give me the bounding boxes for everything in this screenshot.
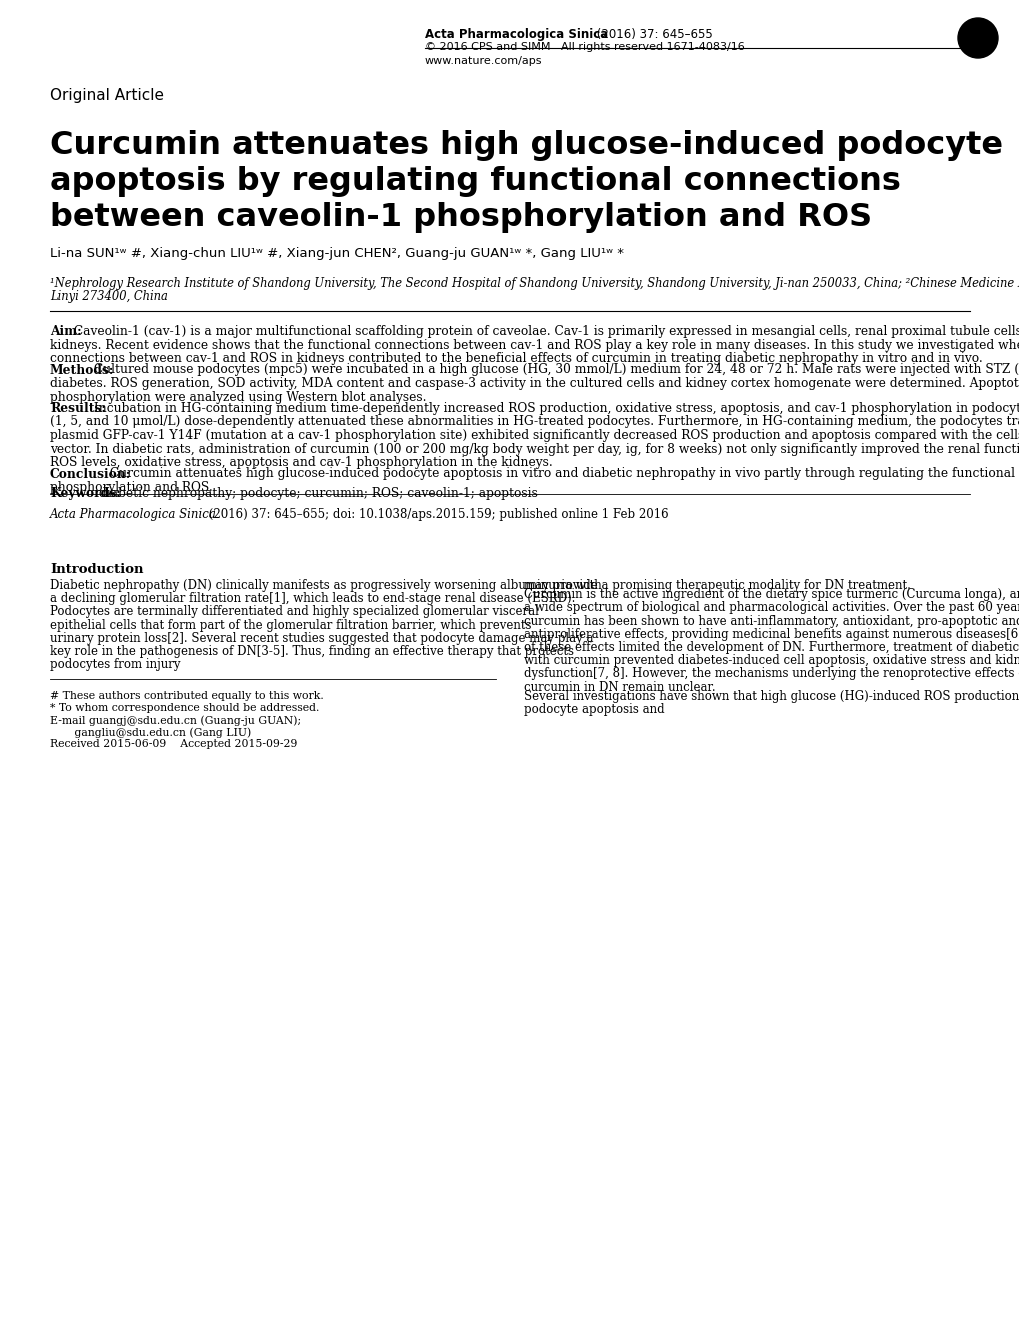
Text: Introduction: Introduction: [50, 563, 144, 575]
Text: urinary protein loss[2]. Several recent studies suggested that podocyte damage m: urinary protein loss[2]. Several recent …: [50, 631, 593, 645]
Text: podocytes from injury: podocytes from injury: [50, 658, 180, 672]
Text: (1, 5, and 10 μmol/L) dose-dependently attenuated these abnormalities in HG-trea: (1, 5, and 10 μmol/L) dose-dependently a…: [50, 415, 1019, 429]
Text: Acta Pharmacologica Sinica: Acta Pharmacologica Sinica: [50, 509, 217, 521]
Text: Linyi 273400, China: Linyi 273400, China: [50, 290, 168, 303]
Text: Curcumin is the active ingredient of the dietary spice turmeric (Curcuma longa),: Curcumin is the active ingredient of the…: [524, 589, 1019, 601]
Text: vector. In diabetic rats, administration of curcumin (100 or 200 mg/kg body weig: vector. In diabetic rats, administration…: [50, 442, 1019, 455]
Text: of these effects limited the development of DN. Furthermore, treatment of diabet: of these effects limited the development…: [524, 641, 1019, 654]
Text: npg: npg: [965, 32, 989, 44]
Text: a declining glomerular filtration rate[1], which leads to end-stage renal diseas: a declining glomerular filtration rate[1…: [50, 593, 575, 605]
Text: Results:: Results:: [50, 402, 106, 415]
Text: © 2016 CPS and SIMM   All rights reserved 1671-4083/16: © 2016 CPS and SIMM All rights reserved …: [425, 41, 744, 52]
Text: podocyte apoptosis and: podocyte apoptosis and: [524, 704, 664, 716]
Text: Several investigations have shown that high glucose (HG)-induced ROS production : Several investigations have shown that h…: [524, 690, 1019, 702]
Text: phosphorylation and ROS.: phosphorylation and ROS.: [50, 481, 213, 494]
Text: phosphorylation were analyzed using Western blot analyses.: phosphorylation were analyzed using West…: [50, 391, 426, 403]
Text: Caveolin-1 (cav-1) is a major multifunctional scaffolding protein of caveolae. C: Caveolin-1 (cav-1) is a major multifunct…: [70, 324, 1019, 338]
Text: Podocytes are terminally differentiated and highly specialized glomerular viscer: Podocytes are terminally differentiated …: [50, 605, 538, 618]
Text: ¹Nephrology Research Institute of Shandong University, The Second Hospital of Sh: ¹Nephrology Research Institute of Shando…: [50, 276, 1019, 290]
Text: with curcumin prevented diabetes-induced cell apoptosis, oxidative stress and ki: with curcumin prevented diabetes-induced…: [524, 654, 1019, 668]
Text: diabetic nephropathy; podocyte; curcumin; ROS; caveolin-1; apoptosis: diabetic nephropathy; podocyte; curcumin…: [96, 486, 538, 499]
Text: between caveolin-1 phosphorylation and ROS: between caveolin-1 phosphorylation and R…: [50, 202, 871, 234]
Circle shape: [957, 17, 997, 57]
Text: # These authors contributed equally to this work.: # These authors contributed equally to t…: [50, 692, 323, 701]
Text: Acta Pharmacologica Sinica: Acta Pharmacologica Sinica: [425, 28, 607, 41]
Text: curcumin in DN remain unclear.: curcumin in DN remain unclear.: [524, 681, 715, 694]
Text: epithelial cells that form part of the glomerular filtration barrier, which prev: epithelial cells that form part of the g…: [50, 618, 531, 631]
Text: antiproliferative effects, providing medicinal benefits against numerous disease: antiproliferative effects, providing med…: [524, 627, 1019, 641]
Text: * To whom correspondence should be addressed.: * To whom correspondence should be addre…: [50, 704, 319, 713]
Text: curcumin has been shown to have anti-inflammatory, antioxidant, pro-apoptotic an: curcumin has been shown to have anti-inf…: [524, 614, 1019, 627]
Text: Aim:: Aim:: [50, 324, 82, 338]
Text: ROS levels, oxidative stress, apoptosis and cav-1 phosphorylation in the kidneys: ROS levels, oxidative stress, apoptosis …: [50, 457, 552, 469]
Text: Keywords:: Keywords:: [50, 486, 120, 499]
Text: E-mail guangj@sdu.edu.cn (Guang-ju GUAN);: E-mail guangj@sdu.edu.cn (Guang-ju GUAN)…: [50, 716, 301, 726]
Text: Curcumin attenuates high glucose-induced podocyte: Curcumin attenuates high glucose-induced…: [50, 129, 1002, 162]
Text: Li-na SUN¹ʷ #, Xiang-chun LIU¹ʷ #, Xiang-jun CHEN², Guang-ju GUAN¹ʷ *, Gang LIU¹: Li-na SUN¹ʷ #, Xiang-chun LIU¹ʷ #, Xiang…: [50, 247, 624, 260]
Text: Received 2015-06-09    Accepted 2015-09-29: Received 2015-06-09 Accepted 2015-09-29: [50, 740, 298, 749]
Text: Original Article: Original Article: [50, 88, 164, 103]
Text: kidneys. Recent evidence shows that the functional connections between cav-1 and: kidneys. Recent evidence shows that the …: [50, 339, 1019, 351]
Text: Cultured mouse podocytes (mpc5) were incubated in a high glucose (HG, 30 mmol/L): Cultured mouse podocytes (mpc5) were inc…: [91, 363, 1019, 376]
Text: gangliu@sdu.edu.cn (Gang LIU): gangliu@sdu.edu.cn (Gang LIU): [50, 728, 251, 738]
Text: plasmid GFP-cav-1 Y14F (mutation at a cav-1 phosphorylation site) exhibited sign: plasmid GFP-cav-1 Y14F (mutation at a ca…: [50, 429, 1019, 442]
Text: a wide spectrum of biological and pharmacological activities. Over the past 60 y: a wide spectrum of biological and pharma…: [524, 601, 1019, 614]
Text: Conclusion:: Conclusion:: [50, 467, 131, 481]
Text: dysfunction[7, 8]. However, the mechanisms underlying the renoprotective effects: dysfunction[7, 8]. However, the mechanis…: [524, 668, 1019, 681]
Text: www.nature.com/aps: www.nature.com/aps: [425, 56, 542, 65]
Text: diabetes. ROS generation, SOD activity, MDA content and caspase-3 activity in th: diabetes. ROS generation, SOD activity, …: [50, 376, 1019, 390]
Text: may provide a promising therapeutic modality for DN treatment.: may provide a promising therapeutic moda…: [524, 579, 910, 591]
Text: key role in the pathogenesis of DN[3-5]. Thus, finding an effective therapy that: key role in the pathogenesis of DN[3-5].…: [50, 645, 574, 658]
Text: connections between cav-1 and ROS in kidneys contributed to the beneficial effec: connections between cav-1 and ROS in kid…: [50, 352, 981, 364]
Text: Curcumin attenuates high glucose-induced podocyte apoptosis in vitro and diabeti: Curcumin attenuates high glucose-induced…: [105, 467, 1019, 481]
Text: Diabetic nephropathy (DN) clinically manifests as progressively worsening albumi: Diabetic nephropathy (DN) clinically man…: [50, 579, 601, 591]
Text: (2016) 37: 645–655; doi: 10.1038/aps.2015.159; published online 1 Feb 2016: (2016) 37: 645–655; doi: 10.1038/aps.201…: [205, 509, 668, 521]
Text: Incubation in HG-containing medium time-dependently increased ROS production, ox: Incubation in HG-containing medium time-…: [91, 402, 1019, 415]
Text: (2016) 37: 645–655: (2016) 37: 645–655: [592, 28, 712, 41]
Text: Methods:: Methods:: [50, 363, 114, 376]
Text: apoptosis by regulating functional connections: apoptosis by regulating functional conne…: [50, 166, 900, 198]
